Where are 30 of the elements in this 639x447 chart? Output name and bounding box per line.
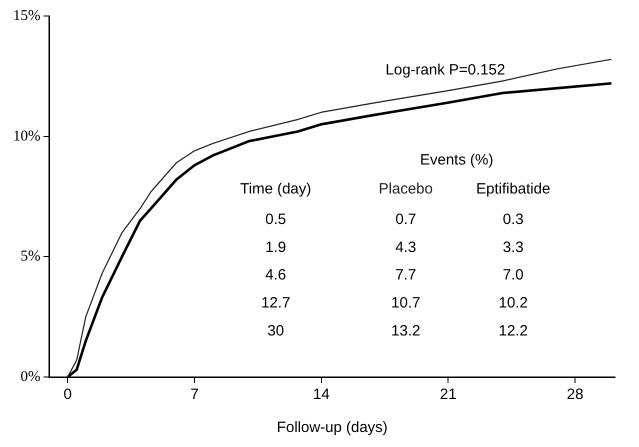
x-tick-label: 7 bbox=[190, 386, 199, 404]
y-tick-label: 15% bbox=[12, 8, 40, 24]
annotation: 1.9 bbox=[265, 238, 286, 256]
annotation: 10.7 bbox=[391, 294, 420, 312]
x-tick-label: 28 bbox=[566, 386, 584, 404]
text: Placebo bbox=[378, 180, 433, 198]
annotation: 7.7 bbox=[395, 266, 416, 284]
annotation: 13.2 bbox=[391, 322, 420, 340]
annotation: 0.5 bbox=[265, 211, 286, 228]
annotation: Time (day) bbox=[240, 180, 312, 198]
annotation: 4.3 bbox=[395, 238, 416, 256]
x-axis-title: Follow-up (days) bbox=[276, 419, 388, 436]
y-tick-label: 0% bbox=[20, 368, 40, 385]
x-tick-label: 0 bbox=[63, 386, 72, 404]
y-tick-label: 10% bbox=[12, 128, 40, 144]
annotation: 4.6 bbox=[265, 266, 286, 284]
text: Eptifibatide bbox=[476, 180, 550, 198]
y-tick-label: 5% bbox=[20, 248, 40, 265]
annotation: 0.7 bbox=[395, 211, 416, 228]
x-tick-label: 21 bbox=[440, 386, 457, 404]
annotation: 3.3 bbox=[502, 238, 524, 256]
annotation: 10.2 bbox=[498, 294, 528, 312]
annotation: 12.7 bbox=[261, 294, 290, 312]
x-tick-label: 14 bbox=[313, 386, 330, 404]
annotation: Log-rank P=0.152 bbox=[386, 61, 506, 78]
annotation: 0.3 bbox=[502, 211, 524, 228]
annotation: 30 bbox=[267, 322, 284, 340]
annotation: 7.0 bbox=[502, 266, 524, 284]
annotation: 12.2 bbox=[498, 322, 528, 340]
annotation: Events (%) bbox=[420, 152, 494, 169]
